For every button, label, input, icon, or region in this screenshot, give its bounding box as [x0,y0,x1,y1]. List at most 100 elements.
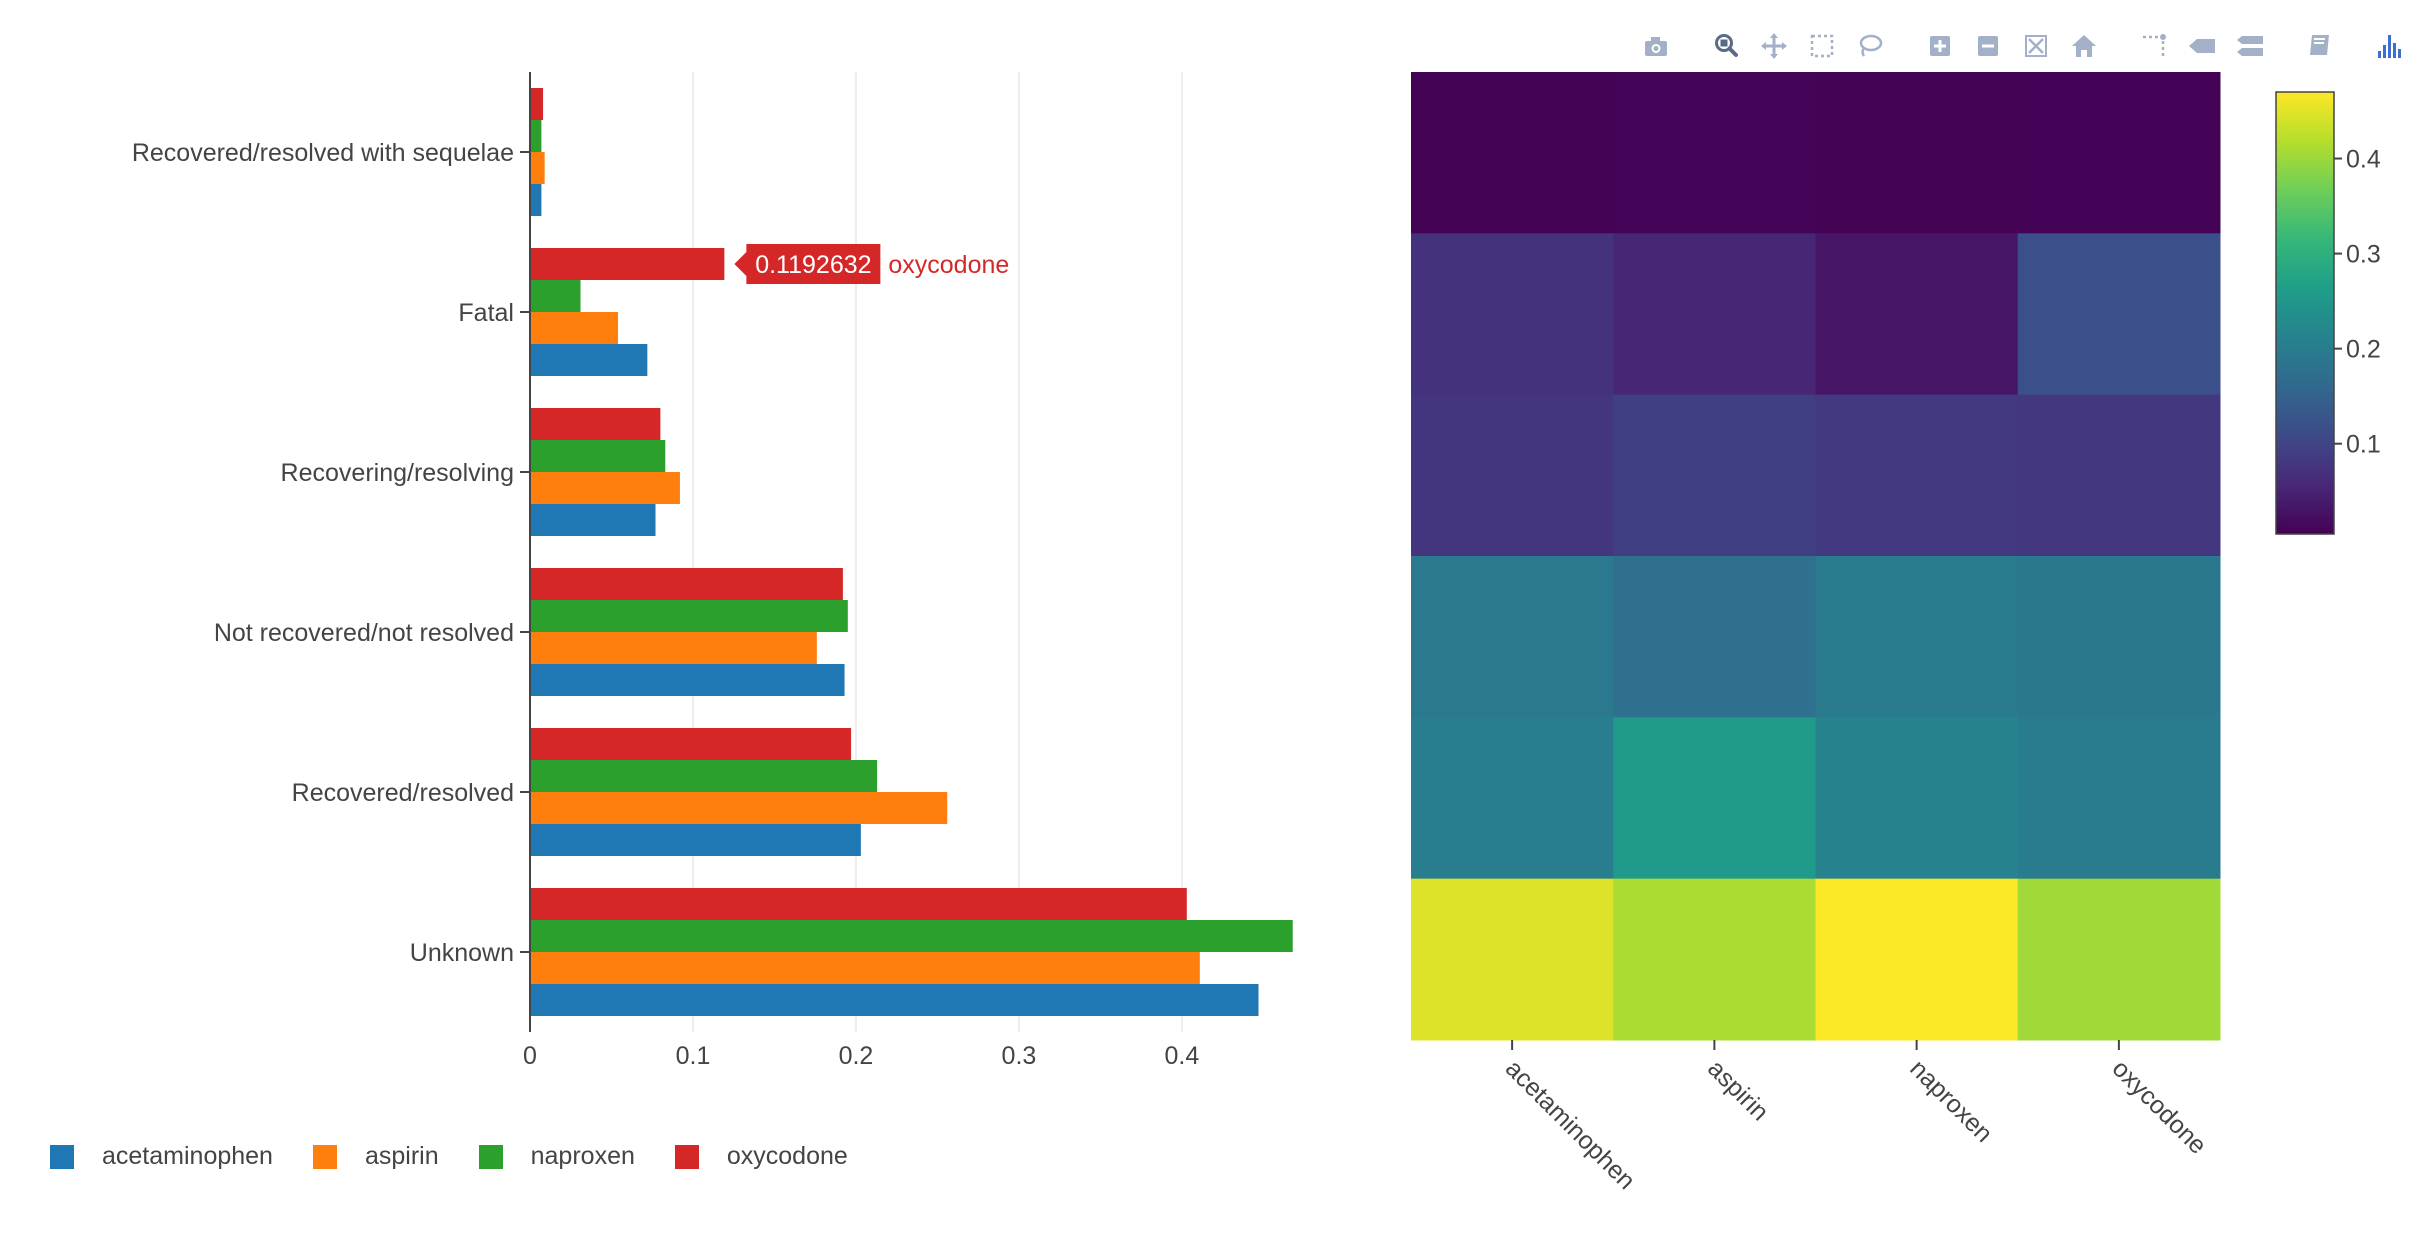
zoom-in-button[interactable] [1916,26,1964,66]
zoom-out-icon [1978,36,1998,56]
hover-series-name: oxycodone [888,251,1009,279]
heatmap-cell[interactable] [1613,394,1816,557]
download-plot-button[interactable] [1632,26,1680,66]
bar-naproxen[interactable] [530,280,581,312]
bar-naproxen[interactable] [530,760,878,792]
plotly-logo-button[interactable] [2366,26,2414,66]
colorbar-tick-label: 0.4 [2346,146,2381,174]
heatmap-cell[interactable] [2017,72,2221,234]
x-tick-label: 0 [523,1042,537,1070]
bar-oxycodone[interactable] [530,408,661,440]
legend: acetaminophen aspirin naproxen oxycodone [50,1142,888,1171]
heatmap-x-tick-label: oxycodone [2107,1054,2212,1159]
heatmap-cell[interactable] [1613,717,1816,880]
heatmap-cell[interactable] [2017,233,2221,396]
bar-naproxen[interactable] [530,440,666,472]
bar-oxycodone[interactable] [530,728,852,760]
autoscale-button[interactable] [2012,26,2060,66]
hover-compare-button[interactable] [2226,26,2274,66]
bar-naproxen[interactable] [530,600,848,632]
heatmap-cell[interactable] [1815,878,2019,1041]
bar-chart-bars[interactable] [530,88,1293,1016]
heatmap-cell[interactable] [2017,394,2221,557]
modebar-group [1916,26,2108,66]
bar-oxycodone[interactable] [530,888,1187,920]
edit-chart-button[interactable] [2296,26,2344,66]
heatmap-cell[interactable] [1815,556,2019,718]
box-select-button[interactable] [1798,26,1846,66]
bar-oxycodone[interactable] [530,88,544,120]
heatmap-cell[interactable] [1411,878,1614,1041]
bar-aspirin[interactable] [530,632,817,664]
legend-swatch [478,1144,503,1169]
bar-acetaminophen[interactable] [530,184,542,216]
colorbar: 0.1 0.2 0.3 0.4 [2275,91,2381,535]
lasso-icon [1859,34,1883,57]
bar-acetaminophen[interactable] [530,344,648,376]
lasso-select-button[interactable] [1846,26,1894,66]
heatmap-cell[interactable] [1411,233,1614,396]
heatmap-cell[interactable] [1411,72,1614,234]
bar-aspirin[interactable] [530,792,948,824]
zoom-button[interactable] [1702,26,1750,66]
y-tick-label: Recovering/resolving [281,459,514,487]
home-icon [2072,35,2096,57]
x-tick-label: 0.3 [1002,1042,1037,1070]
heatmap-cell[interactable] [1411,556,1614,718]
heatmap-cell[interactable] [1411,717,1614,880]
bar-oxycodone[interactable] [530,568,843,600]
zoom-out-button[interactable] [1964,26,2012,66]
bar-acetaminophen[interactable] [530,984,1259,1016]
bar-aspirin[interactable] [530,952,1200,984]
heatmap-x-tick-label: acetaminophen [1500,1054,1641,1195]
book-icon [2310,35,2329,55]
heatmap-cell[interactable] [1613,556,1816,718]
legend-item-oxycodone[interactable]: oxycodone [674,1142,848,1171]
legend-item-acetaminophen[interactable]: acetaminophen [50,1142,273,1171]
bar-oxycodone[interactable] [530,248,725,280]
pan-icon [1761,33,1787,59]
heatmap-cell[interactable] [1613,72,1816,234]
bar-aspirin[interactable] [530,312,619,344]
modebar-group [1702,26,1894,66]
bar-acetaminophen[interactable] [530,504,656,536]
hover-closest-button[interactable] [2178,26,2226,66]
camera-icon [1645,37,1667,56]
legend-item-aspirin[interactable]: aspirin [312,1142,439,1171]
y-tick-label: Recovered/resolved with sequelae [132,139,514,167]
heatmap-cell[interactable] [2017,878,2221,1041]
spike-lines-button[interactable] [2130,26,2178,66]
y-tick-label: Unknown [410,939,514,967]
zoom-icon [1715,34,1738,57]
heatmap-cell[interactable] [1815,233,2019,396]
zoom-in-icon [1930,36,1950,56]
colorbar-tick-label: 0.3 [2346,241,2381,269]
bar-chart-gridlines [691,72,1183,1032]
heatmap-x-tick-label: aspirin [1702,1054,1774,1126]
heatmap-cells[interactable] [1411,72,2221,1041]
autoscale-icon [2025,35,2047,57]
bar-acetaminophen[interactable] [530,824,861,856]
bar-chart-axes: Unknown Recovered/resolved Not recovered/n… [132,72,1200,1070]
x-tick-label: 0.2 [839,1042,874,1070]
heatmap-cell[interactable] [2017,556,2221,718]
heatmap-cell[interactable] [1613,878,1816,1041]
heatmap-cell[interactable] [2017,717,2221,880]
colorbar-tick-label: 0.1 [2346,431,2381,459]
x-tick-label: 0.4 [1165,1042,1200,1070]
pan-button[interactable] [1750,26,1798,66]
reset-axes-button[interactable] [2060,26,2108,66]
heatmap-cell[interactable] [1613,233,1816,396]
bar-naproxen[interactable] [530,120,542,152]
heatmap-cell[interactable] [1815,394,2019,557]
bar-aspirin[interactable] [530,152,545,184]
heatmap-cell[interactable] [1411,394,1614,557]
heatmap-cell[interactable] [1815,717,2019,880]
y-tick-label: Fatal [458,299,514,327]
bar-acetaminophen[interactable] [530,664,845,696]
bar-aspirin[interactable] [530,472,680,504]
heatmap-cell[interactable] [1815,72,2019,234]
bar-naproxen[interactable] [530,920,1293,952]
legend-item-naproxen[interactable]: naproxen [478,1142,635,1171]
